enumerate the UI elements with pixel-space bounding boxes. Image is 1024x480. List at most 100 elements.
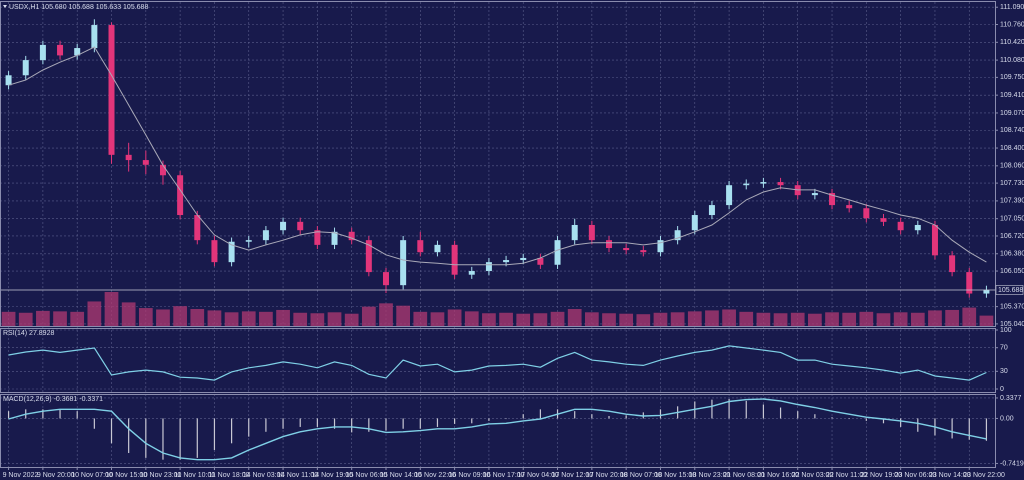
volume-bar [396, 305, 411, 326]
volume-bar [773, 313, 788, 326]
grid-layer [0, 2, 995, 467]
volume-bar [533, 313, 548, 326]
macd-histogram-bar [522, 414, 524, 419]
macd-histogram-bar [625, 415, 627, 419]
x-tick-label: 15 Nov 14:00 [380, 472, 422, 479]
macd-histogram-bar [951, 418, 953, 439]
volume-bar [842, 312, 857, 326]
macd-histogram-bar [7, 411, 10, 419]
candle-body [726, 185, 733, 206]
volume-bar [293, 312, 308, 326]
candle-body [554, 240, 561, 265]
candle-body [331, 231, 338, 245]
macd-histogram-bar [728, 399, 730, 419]
macd-histogram-bar [488, 418, 490, 421]
price-label-box [995, 285, 1024, 295]
x-tick-label: 18 Nov 23:00 [689, 472, 731, 479]
y-tick-label: 100 [1000, 327, 1012, 334]
candle-body [606, 240, 613, 249]
volume-bar [310, 313, 325, 326]
volume-bar [482, 313, 496, 326]
volume-bar [687, 311, 702, 326]
volume-bar [430, 312, 445, 326]
x-tick-label: 14 Nov 03:00 [243, 472, 285, 479]
volume-bar [602, 313, 616, 326]
macd-histogram-bar [265, 418, 267, 432]
volume-bar [550, 311, 565, 326]
y-tick-label: 110.420 [1000, 39, 1024, 46]
macd-histogram-bar [831, 417, 833, 419]
candle-body [588, 224, 595, 241]
volume-bar [87, 301, 102, 326]
y-tick-label: 70 [1000, 345, 1008, 352]
volume-bar [516, 313, 531, 326]
macd-histogram-bar [110, 418, 113, 444]
macd-histogram-bar [659, 409, 662, 419]
y-tick-label: 109.070 [1000, 110, 1024, 117]
volume-bar [413, 311, 428, 326]
volume-bar [447, 309, 462, 326]
candle-body [880, 218, 887, 222]
volume-bar [173, 306, 187, 326]
x-tick-label: 21 Nov 16:00 [757, 472, 799, 479]
x-tick-label: 21 Nov 08:00 [723, 472, 765, 479]
volume-bar [945, 309, 959, 326]
y-tick-label: 110.080 [1000, 57, 1024, 64]
candle-body [108, 25, 115, 155]
y-tick-label: 0 [1000, 386, 1004, 393]
x-tick-label: 11 Nov 10:00 [174, 472, 215, 479]
candle-body [348, 231, 355, 241]
volume-bar [567, 309, 582, 326]
candle-body [777, 182, 784, 186]
candle-body [22, 60, 29, 76]
x-tick-label: 23 Nov 22:00 [963, 472, 1005, 479]
volume-bar [241, 311, 256, 326]
candle-body [211, 240, 218, 263]
candle-body [434, 244, 441, 253]
macd-histogram-bar [779, 407, 782, 419]
volume-bar [1, 311, 16, 326]
moving-average-line [8, 46, 987, 266]
macd-histogram-bar [213, 418, 216, 450]
candle-body [640, 250, 647, 253]
candle-body [314, 230, 321, 245]
macd-histogram-bar [797, 411, 799, 419]
macd-histogram-bar [282, 418, 284, 429]
macd-histogram-bar [985, 418, 988, 441]
volume-bar [979, 315, 994, 326]
macd-histogram-bar [814, 414, 816, 419]
x-tick-label: 14 Nov 19:00 [311, 472, 353, 479]
rsi-line [8, 345, 987, 381]
candle-body [91, 25, 98, 49]
candle-body [125, 154, 132, 161]
macd-histogram-bar [539, 409, 541, 419]
candle-body [571, 224, 578, 241]
volume-bar [344, 313, 359, 326]
macd-histogram-bar [591, 414, 593, 419]
macd-histogram-bar [865, 418, 867, 421]
volume-bar [790, 312, 805, 326]
main-title: USDX,H1 105.680 105.688 105.633 105.688 [9, 4, 148, 11]
y-tick-label: 0.3377 [1000, 395, 1022, 402]
volume-bar [928, 310, 942, 326]
candle-body [674, 230, 681, 241]
volume-bar [36, 310, 50, 326]
volume-bar [705, 310, 719, 326]
macd-histogram-bar [368, 418, 370, 432]
candle-body [417, 240, 424, 253]
y-tick-label: -0.7419 [1000, 460, 1024, 467]
y-tick-label: 106.380 [1000, 251, 1024, 258]
x-tick-label: 17 Nov 20:00 [586, 472, 628, 479]
candle-body [743, 183, 750, 186]
x-tick-label: 23 Nov 06:00 [895, 472, 937, 479]
candle-body [983, 289, 990, 294]
x-tick-label: 17 Nov 12:00 [552, 472, 594, 479]
y-tick-label: 108.740 [1000, 127, 1024, 134]
volume-bar [893, 312, 908, 326]
macd-histogram-bar [179, 418, 181, 460]
x-tick-label: 23 Nov 14:00 [929, 472, 971, 479]
y-tick-label: 30 [1000, 368, 1008, 375]
main-panel-frame [0, 1, 996, 327]
volume-bar [224, 312, 239, 326]
